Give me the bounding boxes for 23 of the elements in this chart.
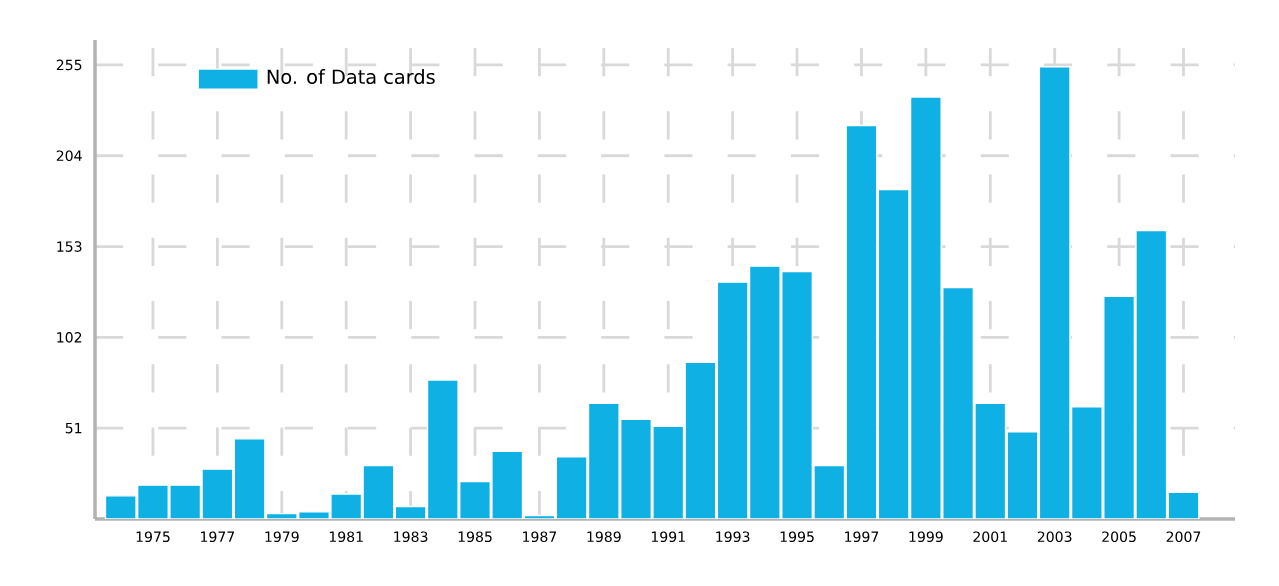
- x-tick-label: 1979: [265, 531, 299, 543]
- y-tick-label: 204: [56, 150, 82, 162]
- x-tick-label: 1997: [845, 531, 879, 543]
- x-tick-label: 2003: [1037, 531, 1072, 543]
- y-tick-label: 51: [65, 422, 82, 434]
- x-tick-label: 2007: [1166, 531, 1201, 543]
- x-tick-label: 1989: [587, 531, 621, 543]
- x-tick-label: 1993: [716, 531, 750, 543]
- x-tick-label: 1999: [909, 531, 943, 543]
- x-tick-label: 1987: [523, 531, 557, 543]
- x-tick-label: 1983: [394, 531, 428, 543]
- x-tick-label: 2001: [973, 531, 1007, 543]
- y-tick-label: 153: [57, 241, 82, 252]
- x-tick-label: 1977: [201, 531, 235, 543]
- x-tick-label: 1985: [458, 531, 492, 543]
- x-tick-label: 1975: [136, 531, 170, 543]
- y-tick-label: 255: [56, 59, 82, 71]
- x-tick-label: 1995: [780, 531, 814, 543]
- y-tick-label: 102: [57, 332, 82, 343]
- x-tick-label: 1991: [651, 531, 685, 543]
- x-tick-label: 2005: [1102, 531, 1136, 543]
- legend-label: No. of Data cards: [267, 69, 435, 85]
- x-tick-label: 1981: [329, 531, 363, 543]
